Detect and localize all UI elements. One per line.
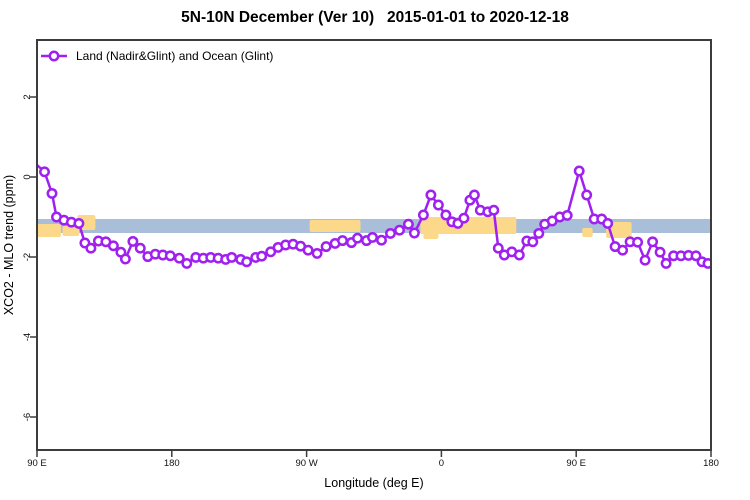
data-point (127, 235, 139, 247)
data-point (181, 257, 193, 269)
data-point (417, 209, 429, 221)
x-tick-label: 0 (439, 458, 444, 469)
data-point (337, 235, 348, 247)
data-point (440, 209, 452, 221)
data-point (408, 227, 420, 239)
land-segment (606, 222, 632, 238)
data-point (352, 232, 363, 244)
data-point (533, 227, 545, 239)
data-point (173, 252, 185, 264)
data-point (488, 204, 500, 216)
data-point (164, 250, 176, 262)
data-point (632, 236, 644, 248)
data-point (468, 189, 480, 201)
data-point (602, 217, 614, 229)
legend: Land (Nadir&Glint) and Ocean (Glint) (41, 49, 273, 63)
data-point (402, 218, 414, 230)
data-point (107, 240, 119, 252)
data-point (660, 257, 672, 269)
plot-frame (36, 39, 712, 451)
data-point (385, 227, 396, 239)
legend-marker-icon (48, 50, 60, 62)
land-segment (420, 217, 517, 234)
data-point (320, 241, 332, 253)
data-point (617, 244, 629, 256)
data-point (311, 247, 323, 259)
x-tick-label: 180 (703, 458, 719, 469)
data-point (119, 253, 131, 265)
x-tick-label: 90 E (566, 458, 586, 469)
data-point (527, 236, 539, 248)
data-series-layer (37, 163, 711, 269)
data-point (654, 246, 666, 258)
axes-layer: 90 E 180 90 W 0 90 E 180 2 0 -2 -4 -6 (22, 94, 719, 469)
data-point (432, 199, 444, 211)
x-tick-label: 90 E (27, 458, 47, 469)
data-point (39, 166, 50, 178)
x-tick-label: 180 (164, 458, 180, 469)
data-point (85, 242, 97, 254)
data-point (581, 189, 593, 201)
data-point (561, 209, 573, 221)
land-segment (309, 220, 361, 232)
data-point (702, 257, 711, 269)
legend-label: Land (Nadir&Glint) and Ocean (Glint) (76, 49, 273, 63)
land-segment (37, 224, 61, 237)
data-point (226, 251, 238, 263)
data-point (241, 256, 253, 268)
land-segment (62, 226, 79, 236)
data-point (394, 224, 405, 236)
data-point (73, 217, 85, 229)
land-segment (423, 233, 439, 239)
y-tick-label: -2 (22, 253, 33, 261)
x-axis-title: Longitude (deg E) (324, 476, 423, 490)
data-point (513, 249, 525, 261)
data-point (647, 236, 659, 248)
y-tick-label: -4 (22, 333, 33, 341)
data-point (458, 212, 470, 224)
data-point (367, 231, 378, 243)
y-tick-label: 0 (22, 174, 33, 179)
data-point (492, 242, 504, 254)
y-axis-title: XCO2 - MLO trend (ppm) (2, 175, 16, 315)
land-segment (582, 228, 593, 237)
chart-title: 5N-10N December (Ver 10) 2015-01-01 to 2… (181, 9, 569, 26)
data-point (302, 244, 314, 256)
data-point (573, 165, 585, 177)
y-tick-label: -6 (22, 413, 33, 421)
data-point (134, 242, 146, 254)
data-point (639, 254, 651, 266)
data-point (256, 250, 268, 262)
y-tick-label: 2 (22, 94, 33, 99)
data-point (690, 250, 702, 262)
data-point (46, 187, 58, 199)
data-point (425, 189, 437, 201)
data-point (376, 234, 387, 246)
x-tick-label: 90 W (296, 458, 318, 469)
